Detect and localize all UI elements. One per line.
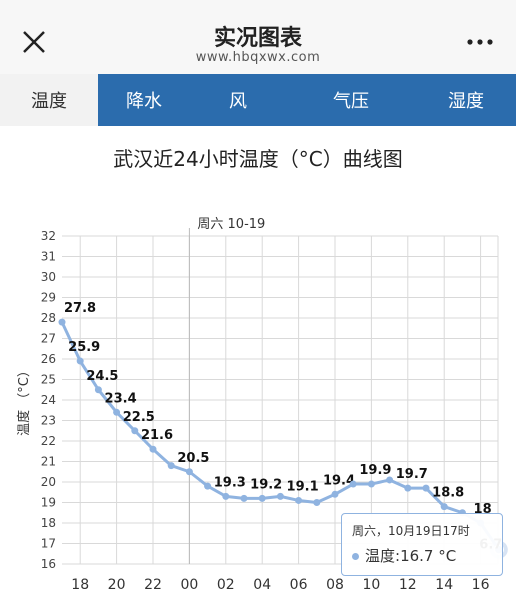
data-point — [404, 484, 412, 492]
tooltip-value-row: 温度:16.7 °C — [352, 545, 492, 566]
chart-title: 武汉近24小时温度（°C）曲线图 — [113, 147, 403, 171]
data-point — [76, 357, 84, 365]
y-tick-label: 28 — [41, 311, 56, 325]
data-point — [295, 496, 303, 504]
data-label: 21.6 — [141, 428, 173, 443]
more-dots-icon[interactable] — [464, 30, 496, 54]
x-tick-label: 22 — [144, 577, 162, 593]
y-tick-label: 25 — [41, 373, 56, 387]
data-label: 24.5 — [86, 369, 118, 384]
data-label: 18.8 — [432, 486, 464, 501]
tooltip-value: 16.7 °C — [400, 547, 457, 565]
x-tick-label: 02 — [217, 577, 235, 593]
y-tick-label: 18 — [41, 516, 56, 530]
tab-temperature[interactable]: 温度 — [0, 74, 98, 126]
tab-wind[interactable]: 风 — [229, 91, 247, 112]
data-label: 19.9 — [359, 463, 391, 478]
data-label: 19.2 — [250, 477, 282, 492]
tab-humidity[interactable]: 湿度 — [448, 91, 484, 112]
series-dot-icon — [352, 553, 359, 560]
x-tick-label: 00 — [180, 577, 198, 593]
page-subtitle: www.hbqxwx.com — [195, 50, 321, 65]
x-tick-label: 10 — [362, 577, 380, 593]
y-tick-label: 21 — [41, 455, 56, 469]
data-label: 20.5 — [177, 451, 209, 466]
data-point — [258, 494, 266, 502]
y-tick-label: 16 — [41, 557, 56, 571]
y-tick-label: 29 — [41, 291, 56, 305]
page-title: 实况图表 — [213, 26, 302, 51]
data-point — [167, 462, 175, 470]
y-tick-label: 26 — [41, 352, 56, 366]
data-label: 19.7 — [396, 467, 428, 482]
data-point — [131, 427, 139, 435]
data-label: 19.1 — [287, 479, 319, 494]
y-tick-label: 24 — [41, 393, 56, 407]
data-point — [185, 468, 193, 476]
data-point — [313, 499, 321, 506]
x-tick-label: 14 — [435, 577, 453, 593]
top-bar: 实况图表 www.hbqxwx.com — [0, 0, 516, 74]
data-point — [386, 476, 394, 484]
y-tick-label: 17 — [41, 537, 56, 551]
y-tick-label: 23 — [41, 414, 56, 428]
close-icon[interactable] — [18, 26, 50, 58]
data-point — [58, 318, 66, 326]
data-point — [422, 484, 430, 492]
data-label: 19.3 — [214, 475, 246, 490]
y-tick-label: 20 — [41, 475, 56, 489]
data-point — [349, 480, 357, 488]
y-tick-label: 31 — [41, 250, 56, 264]
data-label: 22.5 — [123, 410, 155, 425]
data-point — [94, 386, 102, 394]
x-tick-label: 20 — [108, 577, 126, 593]
tooltip-datetime: 周六，10月19日17时 — [352, 524, 470, 538]
tooltip-series-label: 温度 — [365, 547, 396, 565]
y-axis-label: 温度 （°C） — [16, 364, 32, 436]
data-point — [276, 492, 284, 500]
tab-precipitation[interactable]: 降水 — [126, 91, 162, 112]
data-point — [440, 503, 448, 511]
data-label: 23.4 — [105, 391, 137, 406]
data-point — [331, 490, 339, 498]
data-label: 19.4 — [323, 473, 355, 488]
tab-bar: 温度 降水 风 气压 湿度 — [0, 74, 516, 126]
x-tick-label: 08 — [326, 577, 344, 593]
y-tick-label: 22 — [41, 434, 56, 448]
x-tick-label: 12 — [399, 577, 417, 593]
y-tick-label: 30 — [41, 270, 56, 284]
x-tick-label: 04 — [253, 577, 271, 593]
x-tick-label: 06 — [290, 577, 308, 593]
tab-pressure[interactable]: 气压 — [333, 91, 369, 112]
y-tick-label: 32 — [41, 229, 56, 243]
data-point — [240, 494, 248, 502]
y-tick-label: 19 — [41, 496, 56, 510]
x-tick-label: 16 — [472, 577, 490, 593]
data-point — [204, 482, 212, 490]
data-label: 25.9 — [68, 340, 100, 355]
date-crosshair-label: 周六 10-19 — [197, 217, 265, 232]
data-point — [113, 408, 121, 416]
data-point — [222, 492, 230, 500]
data-point — [149, 445, 157, 453]
y-tick-label: 27 — [41, 332, 56, 346]
data-label: 27.8 — [64, 301, 96, 316]
data-point — [367, 480, 375, 488]
x-tick-label: 18 — [71, 577, 89, 593]
chart-tooltip: 周六，10月19日17时 温度:16.7 °C — [341, 513, 503, 576]
